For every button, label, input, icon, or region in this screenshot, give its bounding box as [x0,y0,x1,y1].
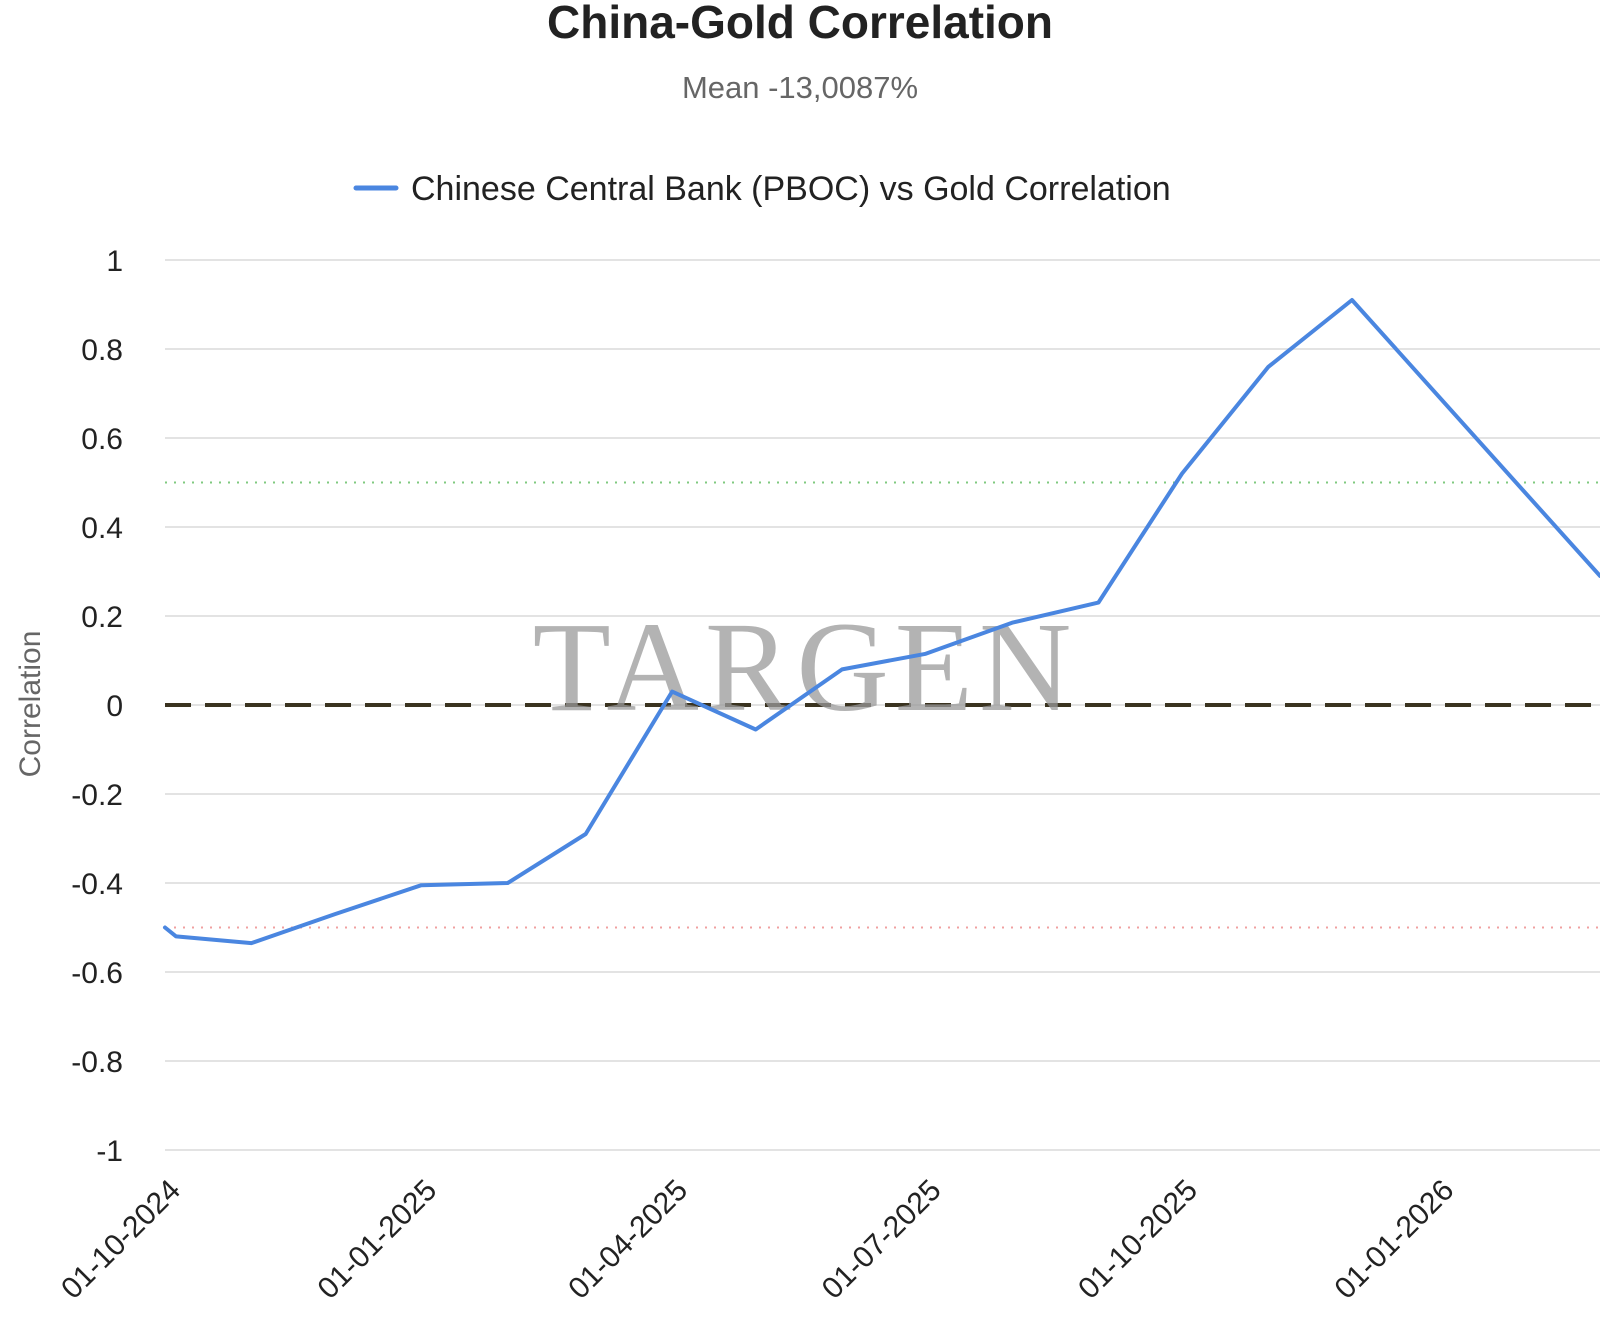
y-tick-label: 0.2 [81,601,123,634]
x-tick-label: 01-10-2024 [55,1174,187,1306]
series-line [163,298,1600,946]
data-point [173,933,179,939]
data-point [1349,297,1355,303]
y-axis-ticks: 1 0.8 0.6 0.4 0.2 0 -0.2 -0.4 -0.6 -0.8 -1 [71,245,123,1168]
x-tick-label: 01-07-2025 [816,1174,948,1306]
chart-title: China-Gold Correlation [547,0,1053,48]
data-point [1179,471,1185,477]
x-tick-label: 01-10-2025 [1072,1174,1204,1306]
legend-label: Chinese Central Bank (PBOC) vs Gold Corr… [411,170,1171,208]
y-tick-label: -0.4 [71,868,123,901]
series-layer [162,297,1600,946]
data-point [583,831,589,837]
data-point [753,726,759,732]
data-point [248,940,254,946]
x-tick-label: 01-01-2025 [311,1174,443,1306]
y-tick-label: 0.6 [81,423,123,456]
y-tick-label: -0.8 [71,1046,123,1079]
data-point [1095,600,1101,606]
x-tick-label: 01-04-2025 [562,1174,694,1306]
x-tick-label: 01-01-2026 [1328,1174,1460,1306]
data-point [418,882,424,888]
data-point [162,925,168,931]
data-point [839,666,845,672]
watermark-logo: TARGEN [533,596,1078,738]
x-axis-ticks: 01-10-2024 01-01-2025 01-04-2025 01-07-2025… [55,1174,1460,1306]
y-tick-label: 0 [106,690,123,723]
data-point [1009,620,1015,626]
y-tick-label: -0.2 [71,779,123,812]
data-point [332,911,338,917]
data-point [669,689,675,695]
y-tick-label: -0.6 [71,957,123,990]
legend[interactable]: Chinese Central Bank (PBOC) vs Gold Corr… [353,170,1171,208]
chart-subtitle: Mean -13,0087% [682,70,918,105]
data-point [505,880,511,886]
y-tick-label: 0.8 [81,334,123,367]
data-point [1265,364,1271,370]
data-point [923,651,929,657]
y-tick-label: -1 [96,1135,123,1168]
gridlines [165,259,1600,1151]
y-axis-label: Correlation [14,631,47,778]
y-tick-label: 1 [106,245,123,278]
y-tick-label: 0.4 [81,512,123,545]
